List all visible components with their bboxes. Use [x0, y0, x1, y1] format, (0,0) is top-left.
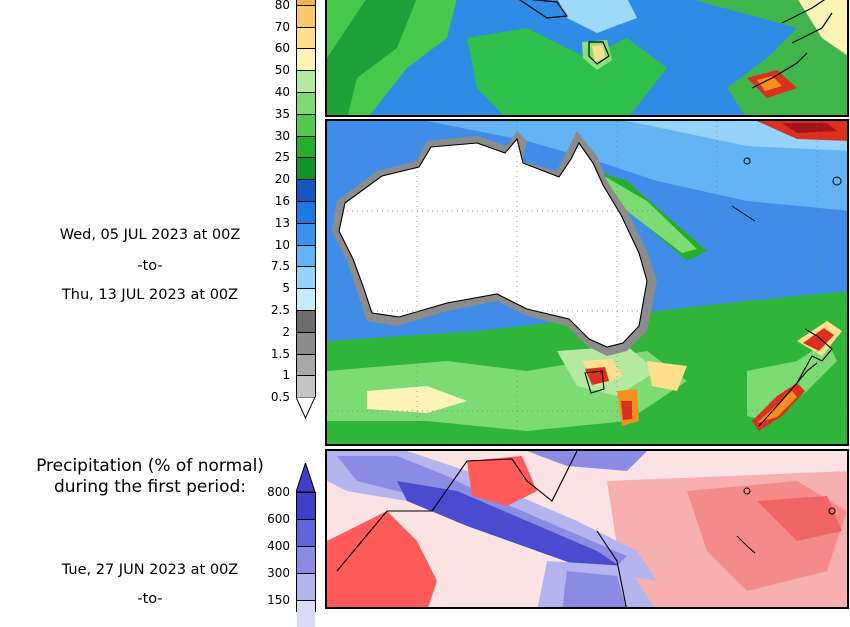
map-anomaly-svg — [327, 451, 847, 607]
period-separator: -to- — [137, 258, 163, 274]
colorbar-segment — [297, 48, 315, 71]
map-precip-svg — [327, 121, 847, 444]
scale-tick-label: 30 — [274, 128, 290, 143]
scale-tick-label: 25 — [274, 150, 290, 165]
anomaly-colorbar-segment — [297, 492, 315, 519]
anomaly-scale-tick-label: 400 — [267, 539, 290, 553]
colorbar-segment — [297, 113, 315, 136]
anomaly-period-separator: -to- — [137, 591, 163, 607]
scale-tick-label: 2.5 — [270, 303, 290, 317]
colorbar-segment — [297, 201, 315, 223]
scale-tick-label: 70 — [274, 19, 290, 34]
precip-colorbar-body — [296, 0, 316, 398]
scale-tick-label: 60 — [274, 41, 290, 56]
map-top-svg — [327, 0, 847, 115]
anomaly-title-line1: Precipitation (% of normal) — [36, 456, 264, 476]
scale-tick-label: 13 — [274, 215, 290, 230]
anomaly-scale-tick-label: 800 — [267, 485, 290, 499]
colorbar-min-triangle — [295, 396, 316, 423]
scale-tick-label: 2 — [282, 324, 290, 339]
period-end: Thu, 13 JUL 2023 at 00Z — [61, 287, 239, 303]
colorbar-segment — [297, 179, 315, 201]
colorbar-segment — [297, 244, 315, 267]
scale-tick-label: 10 — [274, 237, 290, 252]
colorbar-segment — [297, 310, 315, 332]
colorbar-segment — [297, 353, 315, 376]
anomaly-title-line2: during the first period: — [53, 477, 247, 497]
anomaly-colorbar-segment — [297, 573, 315, 600]
anomaly-colorbar-segment — [297, 519, 315, 546]
colorbar-segment — [297, 70, 315, 92]
colorbar-segment — [297, 288, 315, 310]
colorbar-segment — [297, 135, 315, 158]
scale-tick-label: 50 — [274, 63, 290, 78]
scale-tick-label: 16 — [274, 194, 290, 208]
period-start: Wed, 05 JUL 2023 at 00Z — [59, 227, 241, 243]
scale-tick-label: 20 — [274, 172, 290, 187]
colorbar-segment — [297, 222, 315, 245]
colorbar-segment — [297, 375, 315, 398]
scale-tick-label: 40 — [274, 85, 290, 99]
scale-tick-label: 7.5 — [270, 259, 290, 274]
colorbar-segment — [297, 26, 315, 49]
scale-tick-label: 80 — [274, 0, 290, 12]
scale-tick-label: 1.5 — [270, 346, 290, 361]
anomaly-scale-tick-label: 300 — [267, 566, 290, 580]
scale-tick-label: 5 — [282, 281, 290, 296]
anomaly-scale-tick-label: 600 — [267, 512, 290, 526]
colorbar-segment — [297, 157, 315, 180]
map-top-partial — [325, 0, 849, 117]
scale-tick-label: 1 — [282, 368, 290, 383]
colorbar-segment — [297, 4, 315, 27]
map-precip-accum — [325, 119, 849, 446]
anomaly-colorbar-segment — [297, 546, 315, 573]
anomaly-period-start: Tue, 27 JUN 2023 at 00Z — [61, 562, 239, 578]
colorbar-segment — [297, 92, 315, 114]
map-anomaly-partial — [325, 449, 849, 609]
colorbar-segment — [297, 266, 315, 289]
scale-tick-label: 35 — [274, 106, 290, 121]
colorbar-segment — [297, 0, 315, 5]
scale-tick-label: 0.5 — [270, 390, 290, 405]
colorbar-segment — [297, 331, 315, 354]
